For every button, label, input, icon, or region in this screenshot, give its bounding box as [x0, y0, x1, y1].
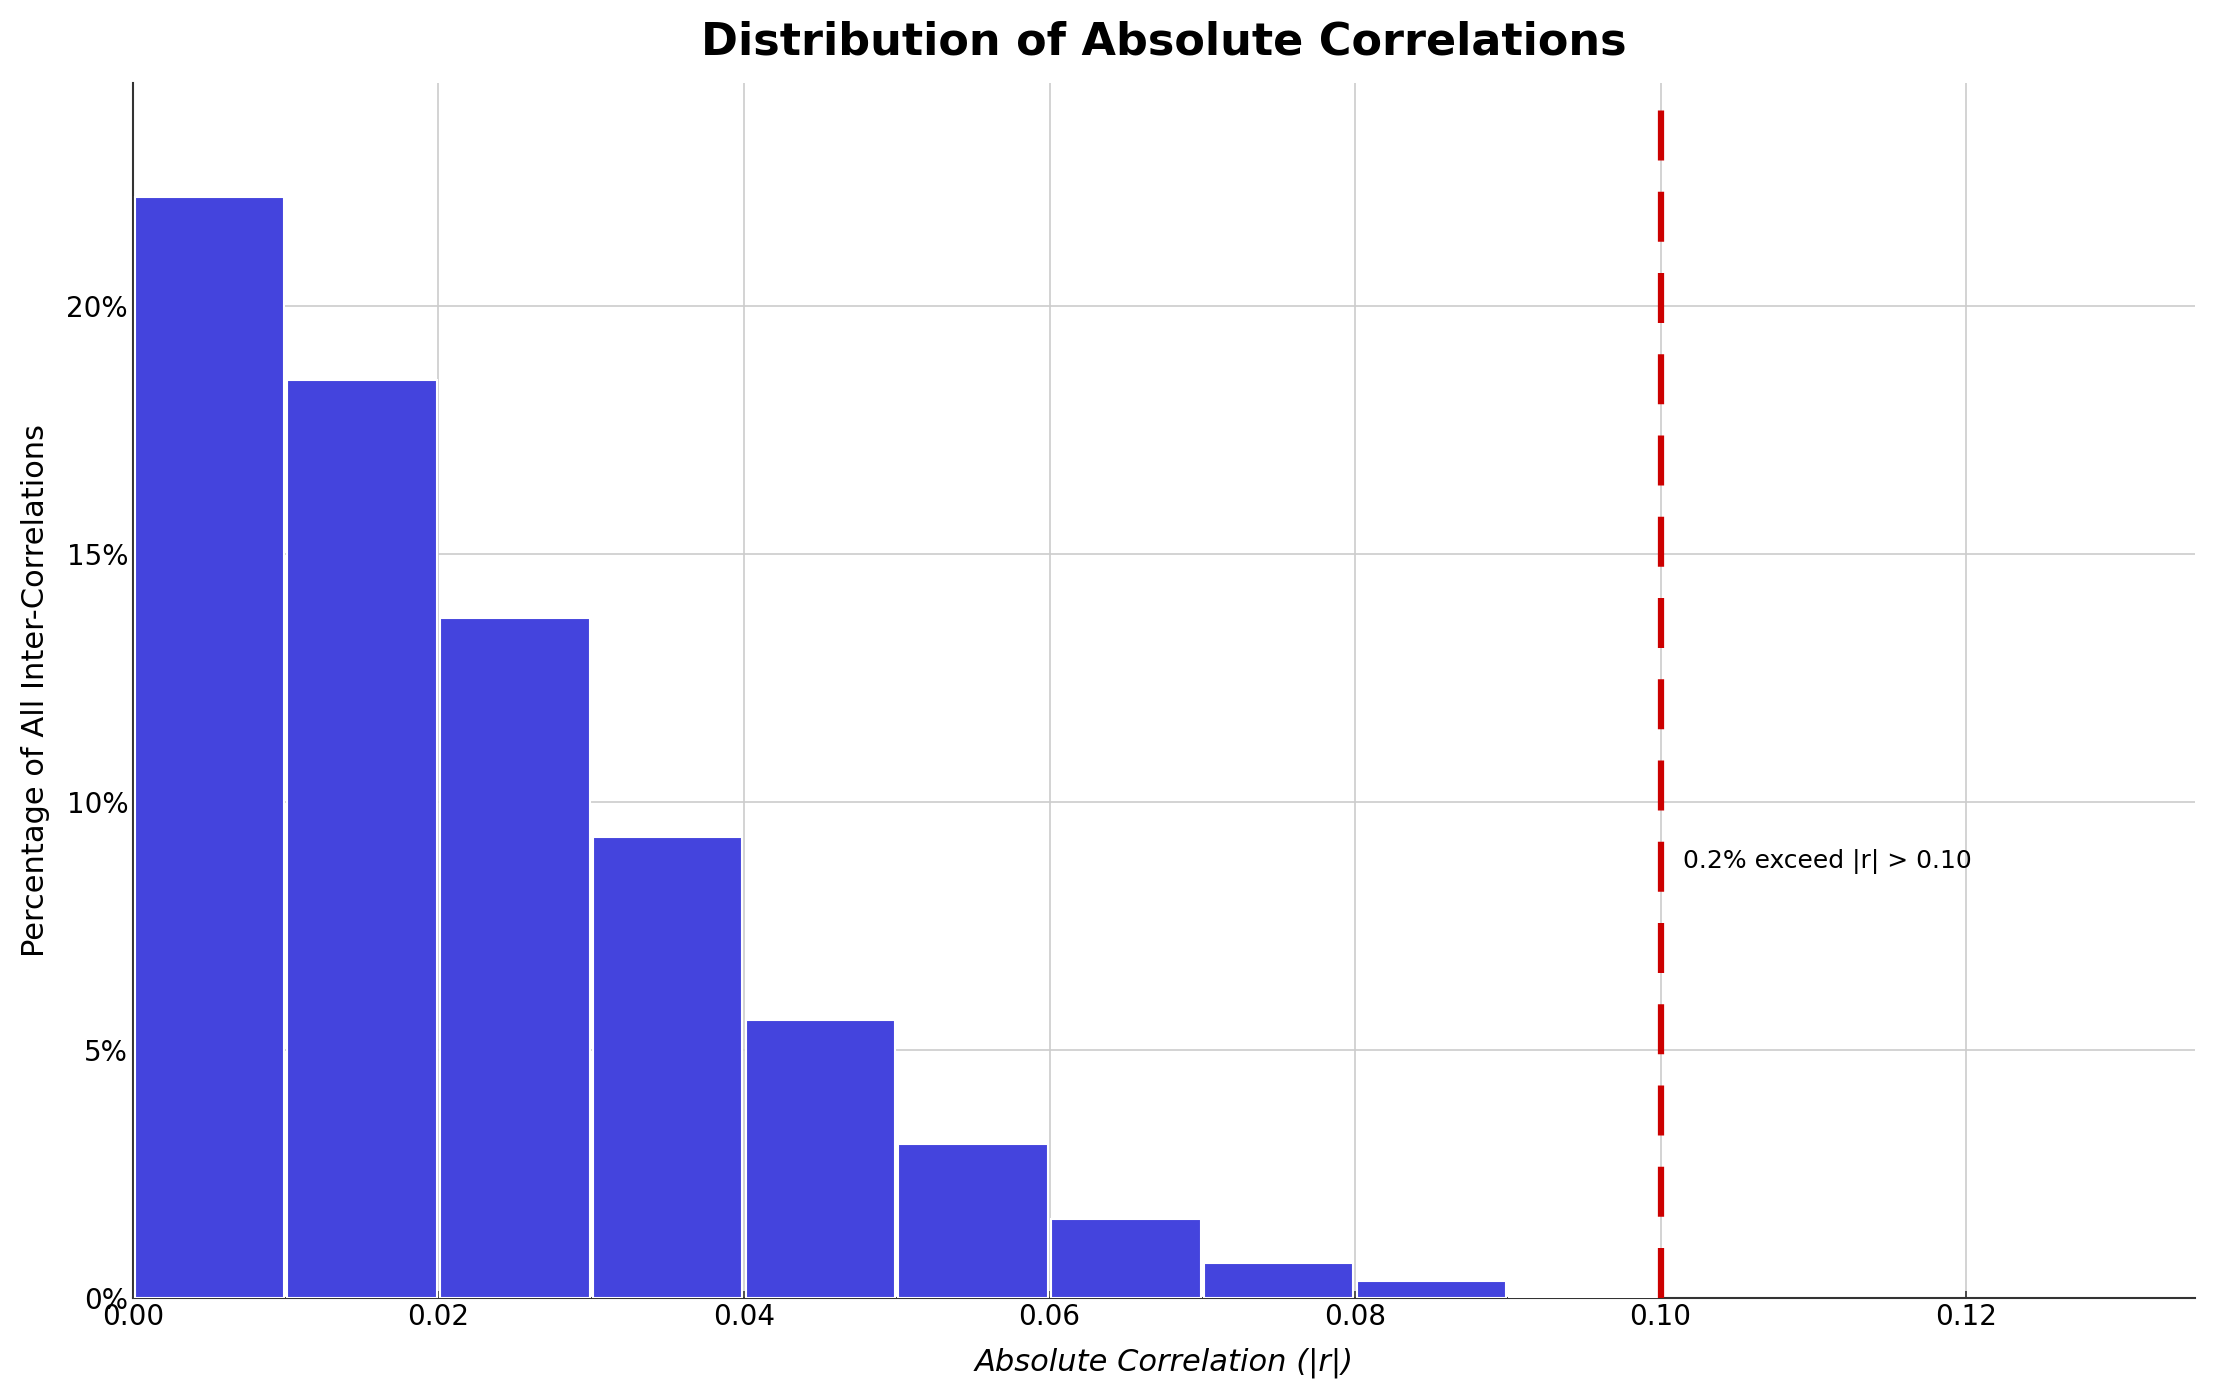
Bar — [1356, 1280, 1507, 1298]
Bar — [288, 381, 437, 1298]
Bar — [1050, 1219, 1201, 1298]
Text: 0.2% exceed |r| > 0.10: 0.2% exceed |r| > 0.10 — [1684, 849, 1972, 874]
X-axis label: Absolute Correlation (|r|): Absolute Correlation (|r|) — [975, 1347, 1354, 1378]
Bar — [441, 618, 589, 1298]
Bar — [135, 197, 284, 1298]
Bar — [1509, 1295, 1660, 1298]
Bar — [897, 1144, 1048, 1298]
Bar — [1203, 1263, 1354, 1298]
Title: Distribution of Absolute Correlations: Distribution of Absolute Correlations — [700, 21, 1627, 64]
Y-axis label: Percentage of All Inter-Correlations: Percentage of All Inter-Correlations — [20, 424, 49, 957]
Bar — [592, 837, 742, 1298]
Bar — [745, 1020, 895, 1298]
